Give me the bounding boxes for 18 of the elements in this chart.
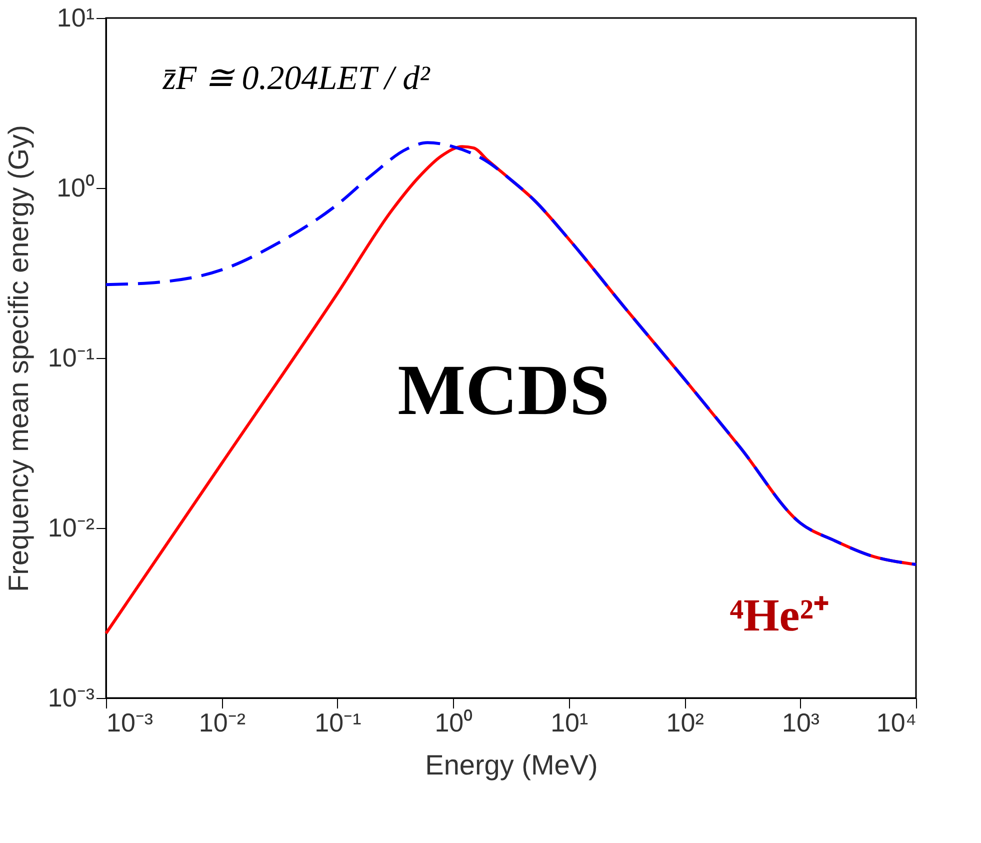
y-tick-label: 10¹: [56, 2, 95, 32]
x-axis-title: Energy (MeV): [425, 750, 598, 780]
x-tick-label: 10⁴: [876, 708, 916, 738]
x-tick-label: 10⁻²: [198, 708, 246, 738]
x-tick-label: 10²: [666, 708, 704, 738]
x-tick-label: 10¹: [550, 708, 588, 738]
y-tick-label: 10⁻³: [48, 682, 95, 712]
y-tick-label: 10⁻²: [48, 512, 95, 542]
y-tick-label: 10⁰: [56, 172, 94, 202]
x-tick-label: 10⁻¹: [314, 708, 362, 738]
y-tick-label: 10⁻¹: [48, 342, 95, 372]
annotation: z̄F ≅ 0.204LET / d²: [162, 60, 431, 98]
x-tick-label: 10³: [782, 708, 820, 738]
y-axis-title: Frequency mean specific energy (Gy): [2, 125, 34, 592]
x-tick-label: 10⁰: [434, 708, 473, 738]
annotation: MCDS: [398, 350, 610, 430]
x-tick-label: 10⁻³: [106, 708, 154, 738]
annotation: ⁴He²⁺: [730, 589, 830, 640]
